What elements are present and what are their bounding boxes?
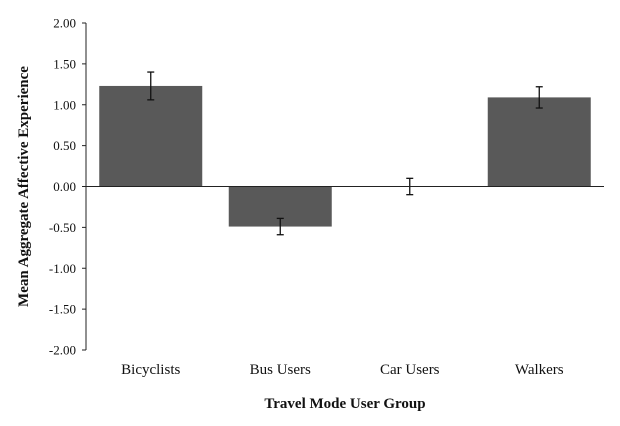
error-bars [147,71,543,236]
y-tick-label: 0.50 [53,138,76,153]
x-axis-labels: Bicyclists Bus Users Car Users Walkers [121,362,564,378]
category-label: Bicyclists [121,362,180,378]
category-label: Car Users [380,362,440,378]
y-tick-label: 1.50 [53,56,76,71]
error-bar [535,86,543,109]
x-axis-title: Travel Mode User Group [264,396,425,412]
category-label: Walkers [515,362,564,378]
y-axis-ticks: 2.00 1.50 1.00 0.50 0.00 -0.50 -1.00 -1.50 -2.00 [49,16,86,358]
error-bar [147,71,155,101]
y-tick-label: 0.00 [53,179,76,194]
y-tick-label: 1.00 [53,97,76,112]
y-tick-label: 2.00 [53,16,76,31]
bar [99,85,203,187]
y-tick-label: -2.00 [49,343,76,358]
y-tick-label: -1.50 [49,302,76,317]
bars [99,85,591,227]
y-axis-title: Mean Aggregate Affective Experience [16,66,32,307]
y-tick-label: -1.00 [49,261,76,276]
category-label: Bus Users [250,362,311,378]
y-tick-label: -0.50 [49,220,76,235]
error-bar [276,217,284,236]
bar [487,97,591,187]
